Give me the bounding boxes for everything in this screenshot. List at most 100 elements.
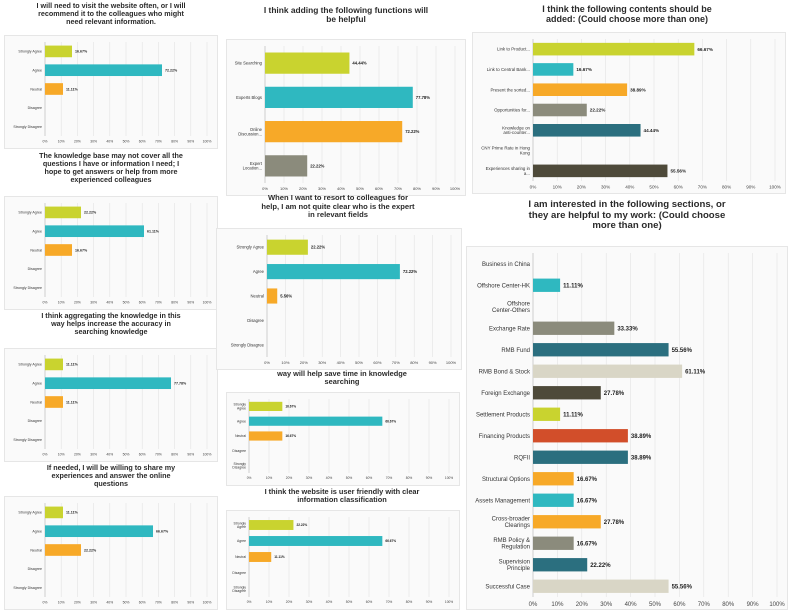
x-tick-label: 60%: [673, 602, 686, 608]
x-tick-label: 20%: [74, 452, 81, 456]
x-tick-label: 90%: [187, 139, 194, 143]
bar-cross-broader-clearings: [533, 515, 601, 529]
chart-aggregating-accuracy: I think aggregating the knowledge in thi…: [4, 311, 218, 462]
category-label-neutral: Neutral: [30, 548, 42, 552]
x-tick-label: 40%: [106, 139, 113, 143]
bar-agree: [267, 264, 400, 280]
value-label-successful-case: 55.56%: [672, 584, 693, 590]
x-tick-label: 90%: [426, 476, 433, 480]
x-tick-label: 0%: [247, 600, 252, 604]
x-tick-label: 40%: [326, 476, 333, 480]
x-tick-label: 70%: [698, 185, 707, 190]
category-label-cross-broader-clearings: Cross-broader Clearings: [492, 517, 530, 530]
bar-structural-options: [533, 472, 574, 486]
bar-chart: 0% 10% 20% 30% 40% 50% 60% 70% 80% 90% 100% Strongl…: [231, 235, 457, 365]
bar-strongly-agree: [249, 520, 294, 530]
x-tick-label: 60%: [366, 476, 373, 480]
x-tick-label: 0%: [530, 185, 537, 190]
x-tick-label: 50%: [649, 602, 662, 608]
value-label-supervision-principle: 22.22%: [590, 563, 611, 569]
bar-neutral: [267, 288, 278, 304]
bar-neutral: [249, 552, 272, 562]
x-tick-label: 70%: [392, 360, 400, 365]
x-tick-label: 80%: [722, 602, 735, 608]
x-tick-label: 20%: [300, 360, 308, 365]
chart-sections-interest: I am interested in the following section…: [466, 199, 788, 610]
bar-chart: 0% 10% 20% 30% 40% 50% 60% 70% 80% 90% 100% Strongl…: [232, 399, 453, 480]
bar-agree: [45, 377, 172, 390]
bar-exchange-rate: [533, 321, 615, 335]
bar-assets-management: [533, 493, 574, 507]
chart-save-time: way will help save time in knowledge sea…: [222, 369, 462, 486]
category-label-strongly-disagree: Strongly Disagree: [13, 438, 42, 442]
value-label-present-the-sorted: 38.89%: [630, 87, 646, 92]
x-tick-label: 80%: [171, 300, 178, 304]
category-label-neutral: Neutral: [235, 434, 246, 438]
x-tick-label: 0%: [262, 186, 268, 191]
category-label-assets-management: Assets Management: [475, 498, 530, 504]
x-tick-label: 50%: [123, 452, 130, 456]
bar-chart: 0% 10% 20% 30% 40% 50% 60% 70% 80% 90% 100% Strongl…: [13, 503, 211, 604]
x-tick-label: 20%: [299, 186, 307, 191]
x-tick-label: 50%: [123, 139, 130, 143]
value-label-knowledge-on-anti-counter: 44.44%: [644, 128, 660, 133]
x-tick-label: 100%: [769, 185, 781, 190]
value-label-agree: 66.67%: [156, 529, 169, 533]
bar-link-to-product: [533, 42, 695, 56]
x-tick-label: 10%: [266, 600, 273, 604]
category-label-neutral: Neutral: [251, 293, 265, 298]
x-tick-label: 40%: [106, 600, 113, 604]
value-label-neutral: 16.67%: [285, 434, 296, 438]
category-label-foreign-exchange: Foreign Exchange: [481, 391, 530, 397]
x-tick-label: 30%: [90, 139, 97, 143]
value-label-neutral: 5.56%: [280, 293, 292, 298]
value-label-neutral: 11.11%: [66, 400, 79, 404]
bar-successful-case: [533, 579, 669, 593]
x-tick-label: 50%: [356, 186, 364, 191]
category-label-strongly-disagree: Strongly Disagree: [13, 286, 42, 290]
value-label-strongly-agree: 16.67%: [285, 405, 296, 409]
x-tick-label: 50%: [123, 300, 130, 304]
value-label-strongly-agree: 16.67%: [75, 50, 88, 54]
x-tick-label: 0%: [43, 139, 48, 143]
x-tick-label: 80%: [406, 600, 413, 604]
x-tick-label: 70%: [386, 476, 393, 480]
value-label-agree: 66.67%: [385, 539, 396, 543]
value-label-foreign-exchange: 27.78%: [604, 391, 625, 397]
x-tick-label: 80%: [171, 452, 178, 456]
bar-neutral: [45, 544, 81, 556]
category-label-offshore-center-hk: Offshore Center-HK: [477, 283, 530, 289]
chart-title: I think aggregating the knowledge in thi…: [41, 311, 181, 337]
x-tick-label: 20%: [74, 139, 81, 143]
bar-financing-products: [533, 429, 628, 443]
bar-chart: 0% 10% 20% 30% 40% 50% 60% 70% 80% 90% 100% Site Se…: [235, 46, 461, 191]
category-label-disagree: Disagree: [28, 419, 42, 423]
value-label-agree: 61.11%: [147, 229, 160, 233]
bar-strongly-agree: [249, 401, 283, 411]
category-label-neutral: Neutral: [30, 87, 42, 91]
category-label-strongly-disagree: Strongly Disagree: [232, 462, 246, 470]
bar-strongly-agree: [45, 206, 81, 219]
x-tick-label: 60%: [366, 600, 373, 604]
category-label-online-discussion: Online Discussion...: [238, 127, 262, 137]
bar-strongly-agree: [45, 506, 63, 519]
x-tick-label: 10%: [58, 452, 65, 456]
value-label-online-discussion: 72.22%: [405, 129, 419, 134]
bar-rmb-fund: [533, 343, 669, 357]
category-label-agree: Agree: [237, 539, 246, 543]
x-tick-label: 40%: [106, 300, 113, 304]
value-label-agree: 66.67%: [385, 419, 396, 423]
x-tick-label: 40%: [625, 185, 634, 190]
x-tick-label: 60%: [139, 300, 146, 304]
x-tick-label: 20%: [286, 600, 293, 604]
category-label-strongly-disagree: Strongly Disagree: [231, 342, 265, 347]
x-tick-label: 30%: [601, 185, 610, 190]
x-tick-label: 100%: [769, 602, 785, 608]
category-label-agree: Agree: [32, 529, 42, 533]
x-tick-label: 80%: [406, 476, 413, 480]
bar-settlement-products: [533, 407, 561, 421]
category-label-strongly-agree: Strongly Agree: [18, 511, 42, 515]
bar-supervision-principle: [533, 558, 588, 572]
category-label-strongly-agree: Strongly Agree: [234, 521, 247, 529]
category-label-knowledge-on-anti-counter: Knowledge on anti-counter...: [502, 125, 530, 135]
